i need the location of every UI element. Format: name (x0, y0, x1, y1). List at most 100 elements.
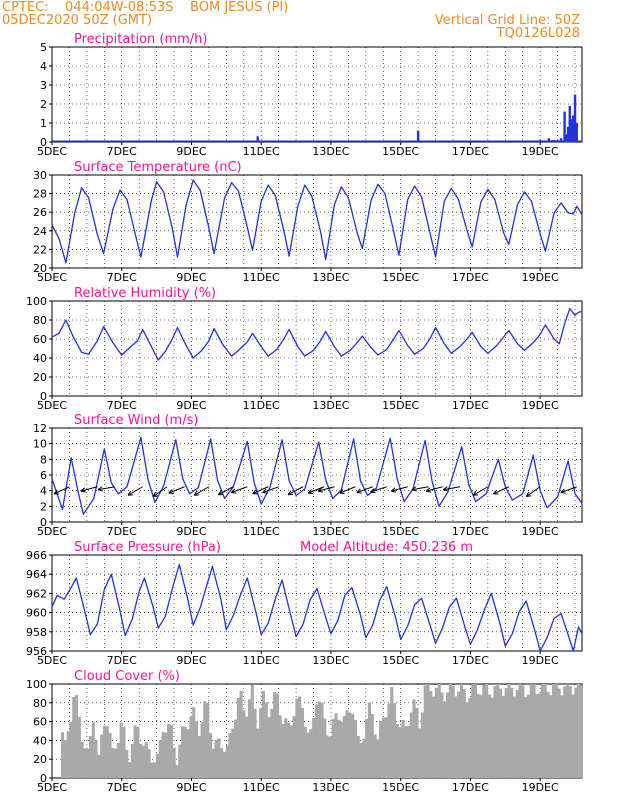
wind-vector (525, 486, 541, 497)
cloud-bar (499, 688, 503, 778)
cloud-bar (579, 685, 583, 778)
wind-arrowhead (127, 490, 133, 496)
cloud-bar (312, 717, 316, 778)
x-tick-label: 17DEC (452, 525, 489, 538)
x-tick-label: 5DEC (37, 525, 67, 538)
cloud-bar (373, 734, 377, 778)
wind-vector (560, 486, 577, 494)
cloud-bar (100, 734, 104, 778)
cloud-bar (462, 689, 466, 778)
cloud-bar (189, 716, 193, 778)
cloud-bar (259, 708, 263, 778)
y-tick-label: 0 (40, 516, 47, 529)
x-tick-label: 19DEC (522, 525, 559, 538)
precip-bar (566, 126, 570, 142)
cloud-bar (526, 694, 530, 778)
precip-bar (416, 130, 420, 142)
cloud-bar (568, 686, 572, 778)
x-tick-label: 13DEC (312, 525, 349, 538)
precip-bar (570, 119, 573, 142)
cloud-bar (292, 716, 296, 778)
cloud-bar (206, 703, 210, 778)
y-tick-label: 4 (40, 60, 47, 73)
cloud-bar (80, 741, 84, 778)
cloud-bar (507, 684, 511, 778)
y-tick-label: 12 (33, 422, 47, 435)
x-tick-label: 17DEC (452, 271, 489, 284)
panel-title: Surface Temperature (nC) (74, 160, 242, 175)
cloud-bar (147, 749, 151, 778)
cloud-bar (192, 707, 196, 778)
series-line (51, 436, 583, 515)
x-tick-label: 7DEC (107, 399, 137, 412)
cloud-bar (412, 699, 416, 778)
cloud-bar (370, 713, 374, 778)
cloud-bar (125, 749, 129, 778)
cloud-bar (197, 736, 201, 778)
cloud-bar (245, 716, 249, 778)
cloud-bar (139, 743, 143, 778)
cloud-bar (119, 722, 123, 778)
cloud-bar (111, 747, 115, 778)
cloud-bar (194, 721, 199, 778)
x-tick-label: 15DEC (382, 145, 419, 158)
cloud-bar (211, 748, 215, 778)
cloud-bar (278, 715, 282, 778)
cloud-bar (231, 728, 235, 778)
cloud-bar (510, 687, 514, 778)
cloud-bar (141, 745, 146, 778)
cloud-bar (420, 712, 424, 778)
y-tick-label: 20 (33, 753, 47, 766)
cloud-bar (535, 693, 539, 778)
cloud-bar (94, 740, 98, 778)
cloud-bar (155, 753, 159, 778)
y-tick-label: 8 (40, 453, 47, 466)
y-tick-label: 960 (26, 607, 47, 620)
cloud-bar (381, 717, 385, 778)
cloud-bar (281, 724, 285, 778)
header-datetime: 05DEC2020 50Z (GMT) (2, 13, 153, 28)
x-tick-label: 9DEC (176, 654, 206, 667)
plot-frame (51, 46, 583, 143)
x-tick-label: 7DEC (107, 271, 137, 284)
plot-frame (51, 300, 583, 397)
wind-arrowhead (390, 487, 397, 493)
series-line (51, 307, 583, 361)
panel-5: 0 20 40 60 80 100 5DEC 7DEC 9DEC 11DEC 13DEC 15DEC 1… (26, 669, 583, 794)
x-tick-label: 15DEC (382, 781, 419, 794)
cloud-bar (331, 718, 335, 778)
cloud-bar (150, 762, 154, 778)
y-tick-label: 4 (40, 485, 47, 498)
x-tick-label: 11DEC (243, 399, 280, 412)
y-tick-label: 1 (40, 117, 47, 130)
wind-arrowhead (339, 489, 345, 494)
cloud-bar (532, 684, 536, 778)
y-tick-label: 10 (33, 438, 47, 451)
cloud-bar (164, 732, 168, 778)
wind-arrowhead (53, 489, 60, 495)
y-tick-label: 30 (33, 169, 47, 182)
cloud-bar (128, 762, 132, 778)
y-tick-label: 2 (40, 500, 47, 513)
wind-vector (231, 486, 248, 494)
wind-arrowhead (262, 488, 268, 494)
cloud-bar (571, 694, 575, 778)
y-tick-label: 0 (40, 390, 47, 403)
cloud-bar (365, 718, 369, 778)
precip-bar (575, 123, 578, 142)
cloud-bar (261, 690, 265, 778)
y-tick-label: 964 (26, 568, 47, 581)
x-tick-label: 19DEC (522, 271, 559, 284)
x-tick-label: 19DEC (522, 145, 559, 158)
wind-arrowhead (252, 489, 258, 495)
cloud-bar (554, 684, 558, 778)
wind-vector (356, 486, 373, 494)
panel-title: Cloud Cover (%) (74, 669, 180, 684)
cloud-bar (359, 742, 363, 778)
wind-vector (97, 486, 115, 491)
cloud-bar (86, 748, 90, 778)
cloud-bar (122, 727, 126, 778)
panel-title: Relative Humidity (%) (74, 286, 216, 301)
cloud-bar (323, 718, 327, 778)
cloud-bar (515, 690, 519, 778)
